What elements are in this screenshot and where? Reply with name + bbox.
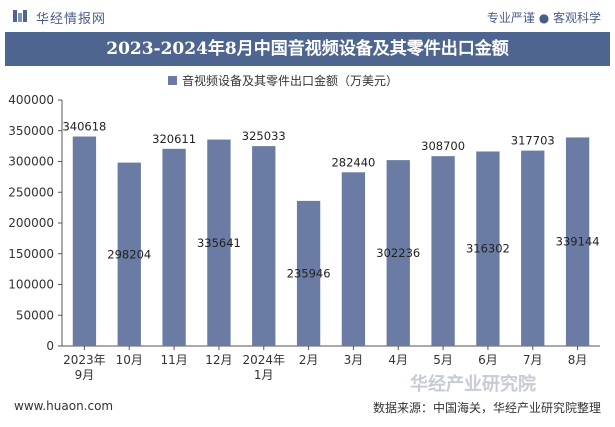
value-label: 339144 <box>556 235 600 249</box>
x-tick-label: 5月 <box>433 353 453 367</box>
chart-title: 2023-2024年8月中国音视频设备及其零件出口金额 <box>106 39 509 59</box>
x-tick-label: 6月 <box>478 353 498 367</box>
y-tick-label: 250000 <box>8 185 54 199</box>
bar <box>431 156 455 346</box>
value-label: 302236 <box>376 246 420 260</box>
legend-label: 音视频设备及其零件出口金额（万美元） <box>182 73 398 88</box>
bar <box>162 148 186 346</box>
bar <box>117 162 141 346</box>
y-tick-label: 50000 <box>16 308 54 322</box>
title-bar: 2023-2024年8月中国音视频设备及其零件出口金额 <box>5 32 610 66</box>
y-tick-label: 300000 <box>8 155 54 169</box>
y-tick-label: 150000 <box>8 247 54 261</box>
y-tick-label: 200000 <box>8 216 54 230</box>
legend-swatch <box>168 76 177 85</box>
value-label: 320611 <box>152 132 196 146</box>
bar-chart: 音视频设备及其零件出口金额（万美元） 0 50000 100000 150000 2000… <box>8 73 600 382</box>
x-tick-label: 3月 <box>344 353 364 367</box>
value-label: 235946 <box>287 266 331 280</box>
y-tick-label: 400000 <box>8 93 54 107</box>
footer-url[interactable]: www.huaon.com <box>14 399 114 413</box>
y-tick-label: 350000 <box>8 124 54 138</box>
bar <box>252 146 276 346</box>
x-tick-label: 1月 <box>254 368 274 382</box>
x-tick-label: 12月 <box>205 353 232 367</box>
value-label: 325033 <box>242 129 286 143</box>
logo-text: 华经情报网 <box>36 12 107 27</box>
value-label: 317703 <box>511 134 555 148</box>
x-tick-label: 2023年 <box>63 353 106 367</box>
bar <box>565 137 590 346</box>
x-tick-label: 10月 <box>116 353 143 367</box>
x-tick-label: 2月 <box>299 353 319 367</box>
value-label: 298204 <box>107 247 151 261</box>
value-label: 335641 <box>197 236 241 250</box>
y-tick-label: 100000 <box>8 278 54 292</box>
y-tick-label: 0 <box>46 339 54 353</box>
value-label: 316302 <box>466 242 510 256</box>
value-label: 308700 <box>421 139 465 153</box>
logo-icon <box>13 10 27 22</box>
top-bar: 华经情报网 专业严谨 ● 客观科学 <box>0 0 615 32</box>
x-tick-label: 7月 <box>523 353 543 367</box>
x-tick-label: 11月 <box>160 353 187 367</box>
value-label: 282440 <box>331 155 375 169</box>
x-tick-label: 2024年 <box>242 353 285 367</box>
watermark-brand: 华经产业研究院 <box>410 374 536 395</box>
tagline: 专业严谨 ● 客观科学 <box>486 11 601 25</box>
value-label: 340618 <box>62 120 106 134</box>
bar <box>476 151 500 346</box>
bar <box>207 139 231 346</box>
x-tick-label: 9月 <box>75 368 95 382</box>
bar <box>386 160 410 346</box>
bar <box>296 200 321 346</box>
bar <box>341 172 366 346</box>
bar <box>72 136 97 346</box>
data-source: 数据来源：中国海关，华经产业研究院整理 <box>372 401 601 415</box>
x-tick-label: 8月 <box>568 353 588 367</box>
x-tick-label: 4月 <box>388 353 408 367</box>
bar <box>521 150 545 346</box>
